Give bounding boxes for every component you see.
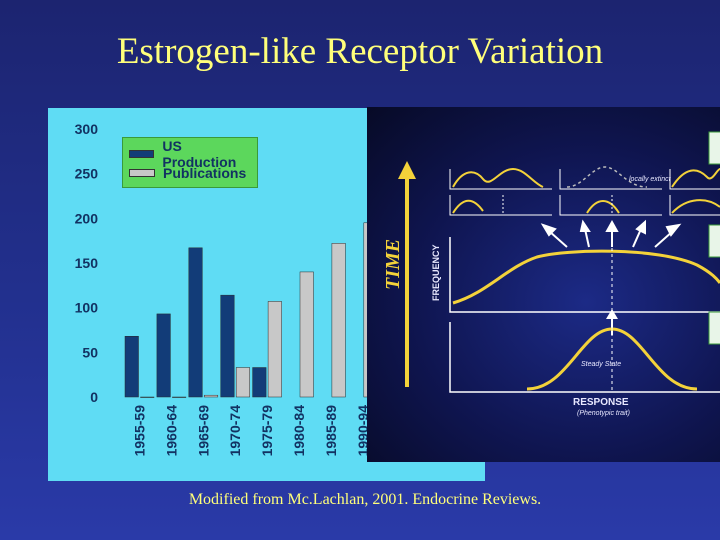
y-tick-label: 200	[75, 210, 99, 226]
legend-label-us-production: US Production	[162, 138, 237, 170]
x-tick-label: 1990-94	[355, 405, 371, 457]
x-tick-label: 1955-59	[132, 405, 148, 457]
bar-us-production-1975-79	[252, 367, 267, 398]
y-tick-label: 50	[82, 344, 98, 360]
bar-publications-1965-69	[204, 394, 219, 398]
up-arrow-icon	[606, 309, 618, 319]
bar-publications-1955-59	[140, 396, 155, 398]
y-tick-label: 0	[90, 389, 98, 405]
bar-us-production-1955-59	[124, 336, 139, 398]
x-tick-label: 1970-74	[227, 405, 243, 457]
y-tick-label: 300	[75, 121, 99, 137]
x-tick-label: 1980-84	[291, 405, 307, 457]
y-axis-ticks: 0 50 100 150 200 250 300	[75, 121, 99, 405]
side-tab-1	[708, 131, 720, 165]
x-tick-label: 1965-69	[195, 405, 211, 457]
phenotypic-response-diagram: TIME locally extinct	[367, 107, 720, 462]
bar-publications-1975-79	[267, 301, 282, 398]
curve-row1-right	[671, 168, 720, 188]
legend-swatch-publications	[129, 169, 155, 177]
x-axis-ticks: 1955-59 1960-64 1965-69 1970-74 1975-79 1980-…	[132, 405, 403, 457]
legend-entry-publications: Publications	[129, 165, 246, 181]
middle-panel-axes	[449, 237, 720, 313]
extinct-label: locally extinct	[629, 176, 672, 183]
bar-publications-1960-64	[172, 396, 187, 398]
frequency-label: FREQUENCY	[431, 244, 441, 301]
curve-row1-middle-dashed	[566, 166, 648, 188]
steady-state-label: Steady State	[581, 361, 621, 368]
response-label: RESPONSE	[573, 397, 629, 408]
x-tick-label: 1985-89	[323, 405, 339, 457]
small-panels-row-1	[449, 169, 720, 190]
bar-us-production-1960-64	[156, 313, 171, 398]
side-tab-2	[708, 224, 720, 258]
bar-publications-1980-84	[299, 271, 314, 398]
y-tick-label: 150	[75, 255, 99, 271]
curve-row2-middle	[586, 200, 620, 214]
bar-series	[124, 222, 378, 398]
source-caption: Modified from Mc.Lachlan, 2001. Endocrin…	[188, 491, 542, 508]
slide-title: Estrogen-like Receptor Variation	[116, 31, 604, 72]
divergence-arrows-icon	[540, 219, 682, 248]
bar-us-production-1970-74	[220, 294, 235, 398]
curve-row2-left	[452, 199, 484, 214]
phenotypic-response-graphic: TIME locally extinct	[382, 131, 720, 417]
x-tick-label: 1960-64	[163, 405, 179, 457]
bar-us-production-1965-69	[188, 247, 203, 398]
time-arrow-head-icon	[398, 161, 416, 179]
chart-legend: US Production Publications	[122, 137, 258, 188]
y-tick-label: 100	[75, 300, 99, 316]
time-label: TIME	[382, 239, 404, 290]
small-panels-row-2	[449, 195, 720, 216]
side-tab-3	[708, 311, 720, 345]
y-tick-label: 250	[75, 166, 99, 182]
bottom-panel-axes	[449, 322, 720, 393]
response-sublabel: (Phenotypic trait)	[577, 410, 630, 417]
legend-swatch-us-production	[129, 150, 155, 158]
broad-response-curve	[452, 249, 720, 305]
curve-row1-left	[452, 167, 544, 188]
x-tick-label: 1975-79	[259, 405, 275, 457]
legend-entry-us-production: US Production	[129, 138, 257, 170]
bar-publications-1985-89	[331, 243, 346, 398]
curve-row2-right	[671, 199, 720, 214]
legend-label-publications: Publications	[163, 165, 247, 181]
bar-publications-1970-74	[235, 367, 250, 398]
